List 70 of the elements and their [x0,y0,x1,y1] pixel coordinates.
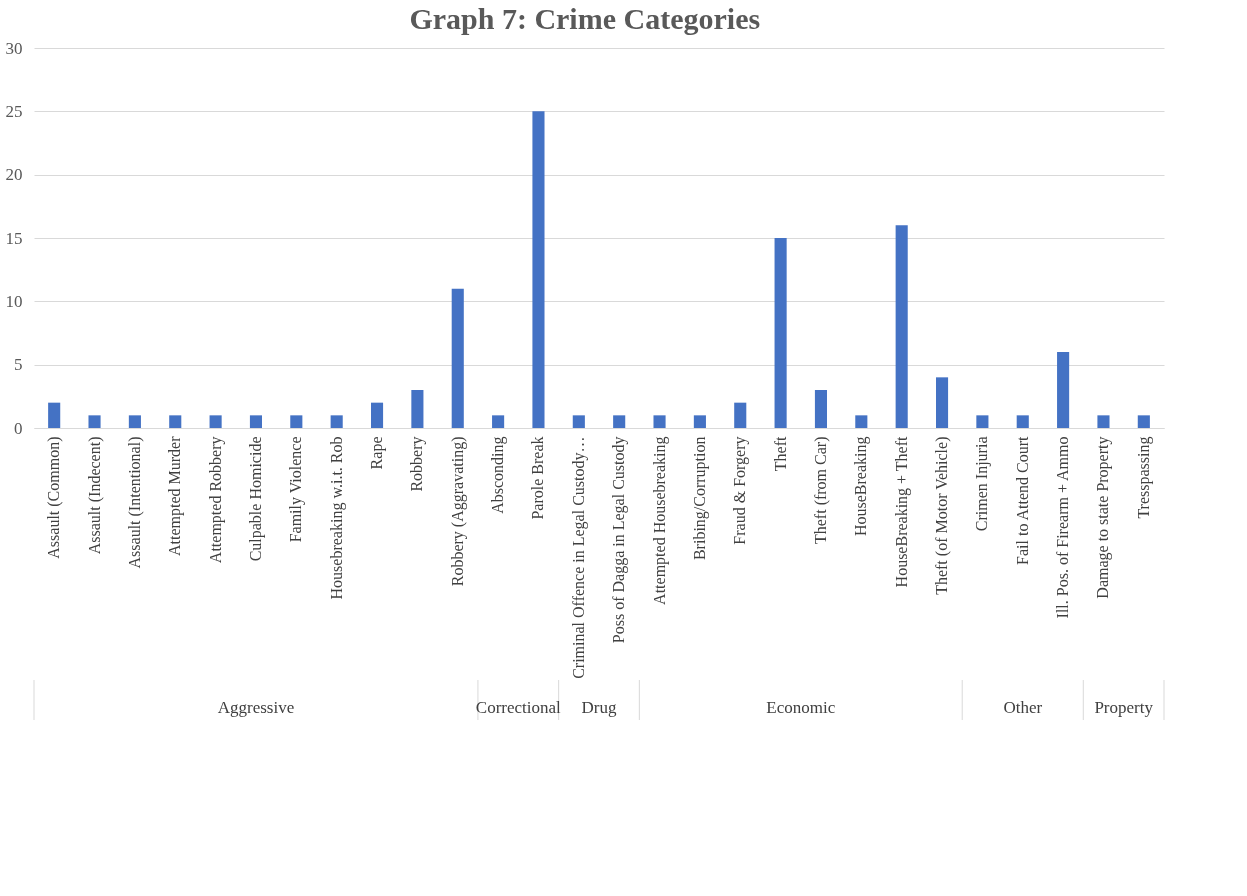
text: Correctional [475,698,562,717]
x-tick-label: Assault (Common) [45,436,64,559]
bar [370,402,384,428]
bar [492,415,505,428]
y-tick-label: 25 [5,101,23,121]
x-tick-label: Attempted Robbery [206,436,225,564]
x-tick-label: Theft [771,435,789,472]
x-tick-label: Fail to Attend Court [1013,435,1031,565]
x-tick-label: Robbery [408,436,427,492]
bar [895,225,908,428]
bar [330,415,343,428]
x-tick-label: Theft (from Car) [811,436,830,545]
bar [693,415,706,428]
x-tick-label: Assault (Indecent) [85,436,104,555]
text: Economic [766,698,836,717]
bar [249,415,263,428]
bar [653,415,666,428]
y-tick-label: 5 [14,355,23,375]
x-tick-label: Tresspassing [1134,436,1153,519]
x-tick-label: Bribing/Corruption [690,436,709,561]
bar [774,238,787,428]
bar [1057,352,1070,428]
bar [855,415,868,428]
bar [935,377,949,428]
x-tick-label: Family Violence [287,436,306,543]
bar [1097,415,1110,428]
text: Other [1003,698,1043,717]
x-tick-label: Parole Break [529,436,547,520]
x-tick-label: HouseBreaking + Theft [892,435,911,588]
x-tick-label: Culpable Homicide [246,436,265,562]
bar [128,415,141,428]
bar [209,415,222,428]
bar [290,415,303,428]
chart-title: Graph 7: Crime Categories [409,2,761,35]
y-tick-label: 15 [5,228,23,248]
x-tick-label: Crimen Injuria [973,436,992,532]
x-tick-label: Robbery (Aggravating) [448,436,467,587]
bar [451,288,464,428]
x-tick-label: Absconding [489,436,508,514]
bar [411,390,424,428]
x-tick-label: Rape [368,436,387,470]
bar [88,415,101,428]
x-tick-label: Theft (of Motor Vehicle) [933,436,952,595]
y-tick-label: 0 [14,418,23,438]
bar [572,415,585,428]
bar [169,415,182,428]
text: Aggressive [217,698,295,717]
bar [532,111,545,428]
bar [613,415,626,428]
bar [734,402,747,428]
bar [976,415,989,428]
x-tick-label: Housebreaking w.i.t. Rob [327,436,346,600]
x-tick-label: Criminal Offence in Legal Custody… [569,436,588,679]
bar [1016,415,1029,428]
x-tick-label: Poss of Dagga in Legal Custody [610,436,629,644]
bar [48,402,61,428]
x-tick-label: Attempted Housebreaking [650,436,669,605]
x-tick-label: Assault (Intentional) [125,436,144,569]
y-tick-label: 30 [5,38,23,58]
x-tick-label: HouseBreaking [852,436,871,537]
bar [814,390,828,428]
y-tick-label: 10 [5,291,23,311]
bar [1137,415,1150,428]
x-tick-label: Attempted Murder [166,435,185,557]
text: Property [1094,698,1154,717]
y-tick-label: 20 [5,165,23,185]
text: Drug [581,698,617,717]
x-tick-label: Fraud & Forgery [731,436,750,545]
x-tick-label: Damage to state Property [1094,436,1113,599]
x-tick-label: Ill. Pos. of Firearm + Ammo [1054,436,1072,619]
